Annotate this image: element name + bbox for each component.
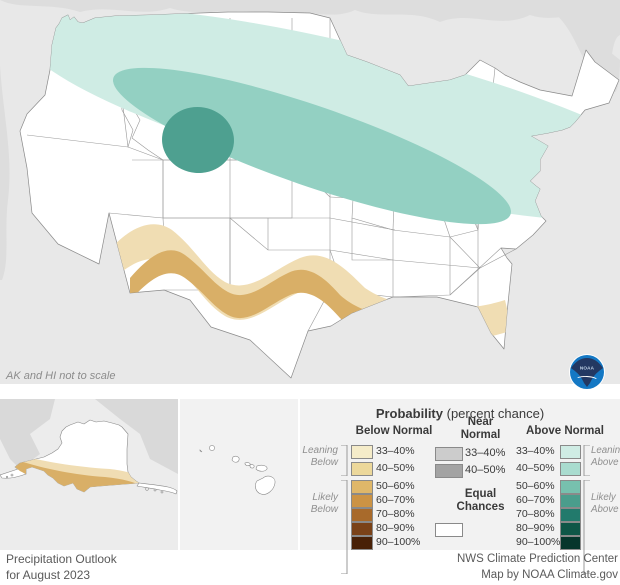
svg-text:AK and HI not to scale: AK and HI not to scale [5, 370, 115, 382]
svg-text:NOAA: NOAA [580, 366, 595, 371]
